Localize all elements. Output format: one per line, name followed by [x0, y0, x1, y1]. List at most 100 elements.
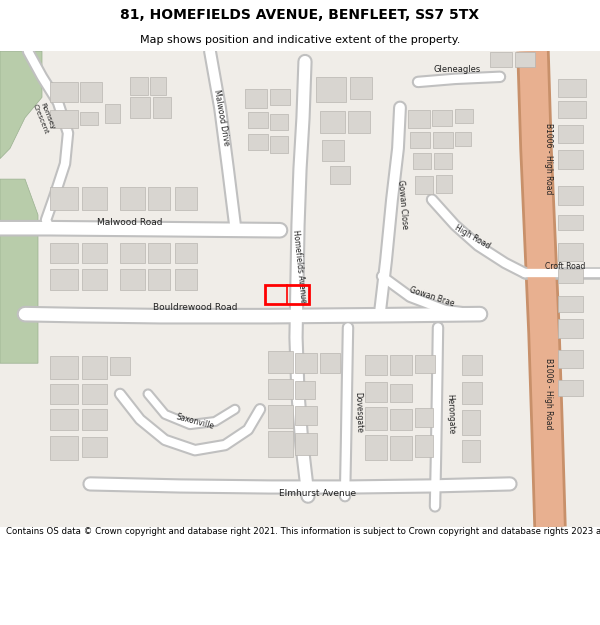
Bar: [320, 353, 340, 374]
Bar: [82, 242, 107, 263]
Text: Saxonville: Saxonville: [175, 412, 215, 431]
Polygon shape: [0, 51, 42, 159]
Bar: [415, 355, 435, 374]
Text: Herongate: Herongate: [445, 394, 455, 435]
Bar: [268, 405, 293, 428]
Bar: [148, 269, 170, 289]
Bar: [558, 269, 583, 283]
Bar: [295, 381, 315, 399]
Bar: [295, 353, 317, 374]
Bar: [270, 89, 290, 106]
Bar: [270, 114, 288, 130]
Bar: [82, 409, 107, 430]
Bar: [462, 410, 480, 435]
Bar: [390, 355, 412, 376]
Text: 81, HOMEFIELDS AVENUE, BENFLEET, SS7 5TX: 81, HOMEFIELDS AVENUE, BENFLEET, SS7 5TX: [121, 8, 479, 22]
Text: B1006 - High Road: B1006 - High Road: [544, 123, 553, 194]
Bar: [462, 382, 482, 404]
Bar: [50, 409, 78, 430]
Bar: [316, 77, 346, 102]
Bar: [558, 296, 583, 312]
Bar: [80, 82, 102, 102]
Bar: [322, 140, 344, 161]
Bar: [558, 379, 583, 396]
Bar: [433, 132, 453, 148]
Text: Elmhurst Avenue: Elmhurst Avenue: [280, 489, 356, 498]
Bar: [50, 188, 78, 210]
Bar: [455, 109, 473, 123]
Bar: [110, 357, 130, 376]
Bar: [320, 111, 345, 133]
Bar: [82, 269, 107, 289]
Bar: [120, 188, 145, 210]
Bar: [350, 77, 372, 99]
Bar: [148, 188, 170, 210]
Text: High Road: High Road: [453, 224, 491, 251]
Bar: [150, 77, 166, 95]
Bar: [50, 82, 78, 102]
Bar: [270, 136, 288, 152]
Bar: [175, 188, 197, 210]
Bar: [50, 109, 78, 128]
Text: Croft Road: Croft Road: [545, 261, 585, 271]
Bar: [558, 79, 586, 98]
Bar: [390, 409, 412, 430]
Bar: [82, 437, 107, 458]
Bar: [462, 355, 482, 376]
Bar: [295, 432, 317, 455]
Bar: [462, 440, 480, 462]
Bar: [515, 52, 535, 67]
Bar: [558, 350, 583, 368]
Text: Map shows position and indicative extent of the property.: Map shows position and indicative extent…: [140, 35, 460, 45]
Text: Dovesgate: Dovesgate: [353, 392, 363, 433]
Bar: [295, 406, 317, 424]
Text: Gleneagles: Gleneagles: [433, 65, 481, 74]
Bar: [120, 269, 145, 289]
Bar: [558, 215, 583, 230]
Bar: [434, 152, 452, 169]
Bar: [390, 384, 412, 402]
Bar: [82, 356, 107, 379]
Text: Malwood Drive: Malwood Drive: [212, 89, 230, 146]
Bar: [432, 109, 452, 126]
Bar: [330, 166, 350, 184]
Bar: [558, 151, 583, 169]
Bar: [130, 98, 150, 118]
Bar: [248, 112, 268, 128]
Bar: [558, 186, 583, 204]
Text: Homefields Avenue: Homefields Avenue: [290, 229, 307, 303]
Bar: [365, 435, 387, 461]
Bar: [365, 382, 387, 402]
Bar: [248, 134, 268, 151]
Bar: [348, 111, 370, 133]
Bar: [268, 431, 293, 457]
Bar: [558, 242, 583, 261]
Bar: [105, 104, 120, 123]
Bar: [436, 175, 452, 193]
Bar: [245, 89, 267, 107]
Bar: [415, 408, 433, 427]
Bar: [268, 379, 293, 399]
Text: Bouldrewood Road: Bouldrewood Road: [153, 304, 237, 312]
Bar: [455, 132, 471, 146]
Text: Gowan Close: Gowan Close: [397, 179, 410, 230]
Polygon shape: [0, 179, 38, 363]
Bar: [413, 152, 431, 169]
Bar: [120, 242, 145, 263]
Bar: [410, 132, 430, 148]
Bar: [175, 269, 197, 289]
Bar: [50, 384, 78, 404]
Bar: [390, 436, 412, 461]
Bar: [175, 242, 197, 263]
Text: Malwood Road: Malwood Road: [97, 217, 163, 227]
Bar: [82, 188, 107, 210]
Bar: [558, 125, 583, 143]
Text: B1006 - High Road: B1006 - High Road: [544, 358, 553, 429]
Bar: [148, 242, 170, 263]
Bar: [50, 242, 78, 263]
Bar: [268, 351, 293, 374]
Bar: [153, 98, 171, 118]
Bar: [415, 435, 433, 457]
Text: Contains OS data © Crown copyright and database right 2021. This information is : Contains OS data © Crown copyright and d…: [6, 527, 600, 536]
Bar: [558, 101, 586, 118]
